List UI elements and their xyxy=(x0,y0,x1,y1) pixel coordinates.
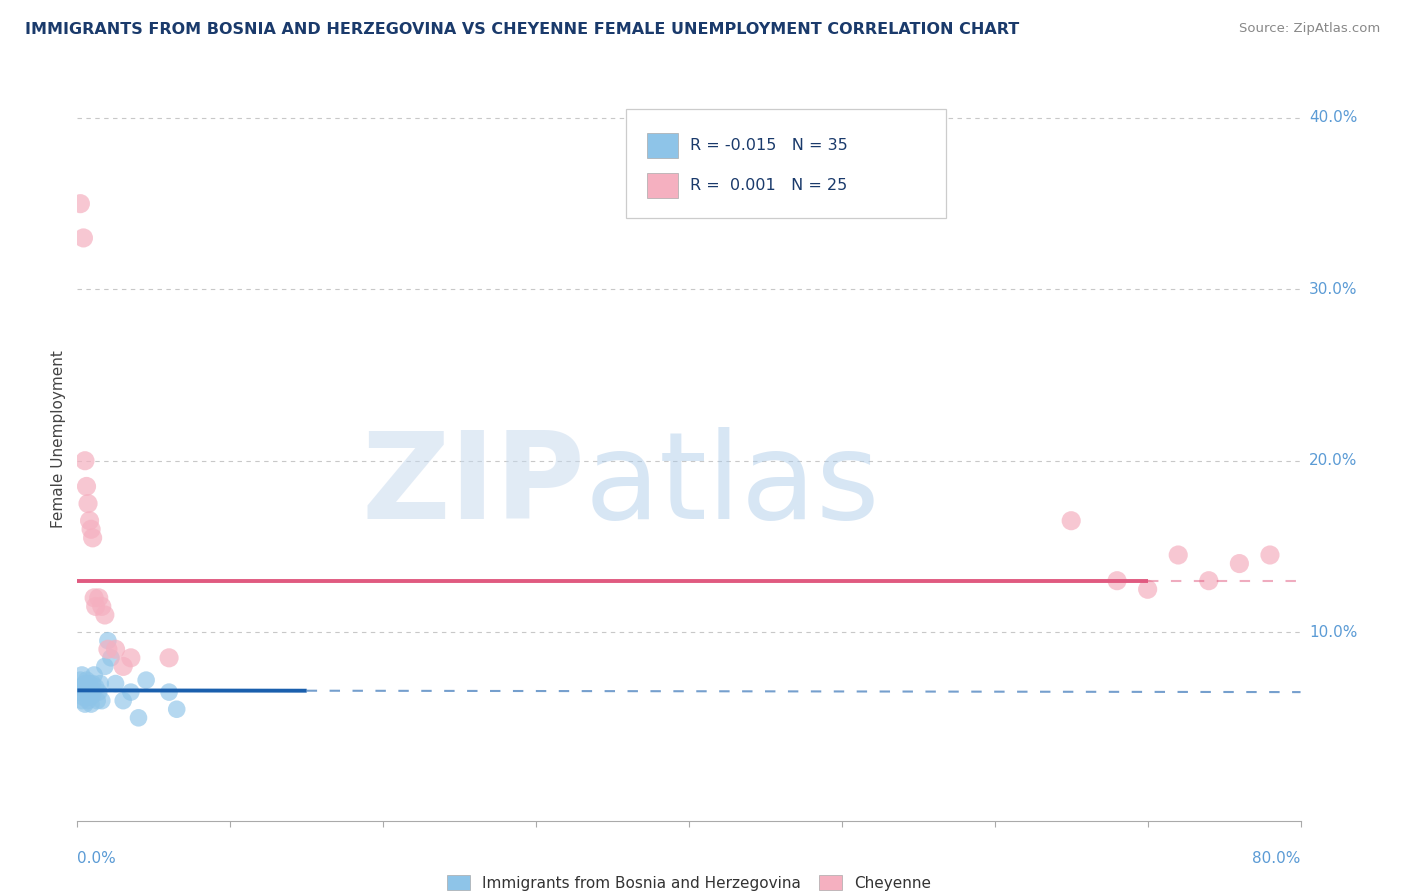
Point xyxy=(120,685,142,699)
Point xyxy=(79,514,101,528)
Point xyxy=(135,673,157,687)
Text: atlas: atlas xyxy=(585,426,880,543)
Point xyxy=(94,659,117,673)
Point xyxy=(157,650,180,665)
Point xyxy=(79,676,101,690)
Text: 10.0%: 10.0% xyxy=(1309,624,1357,640)
Point xyxy=(69,680,91,694)
Point xyxy=(80,522,103,536)
Text: Source: ZipAtlas.com: Source: ZipAtlas.com xyxy=(1240,22,1381,36)
Point xyxy=(72,690,94,705)
Point xyxy=(69,196,91,211)
Point xyxy=(166,702,188,716)
Point xyxy=(82,531,104,545)
Point xyxy=(80,685,103,699)
Point xyxy=(76,479,98,493)
Point xyxy=(73,676,96,690)
Point xyxy=(90,599,112,614)
Point xyxy=(73,697,96,711)
Point xyxy=(73,454,96,468)
Text: R =  0.001   N = 25: R = 0.001 N = 25 xyxy=(690,178,846,193)
Point xyxy=(77,680,100,694)
Point xyxy=(83,591,105,605)
Point xyxy=(76,685,98,699)
Text: ZIP: ZIP xyxy=(361,426,585,543)
Point xyxy=(67,685,90,699)
Point xyxy=(127,711,149,725)
Text: 20.0%: 20.0% xyxy=(1309,453,1357,468)
Point xyxy=(112,694,135,708)
Point xyxy=(87,591,110,605)
Point xyxy=(82,689,104,703)
Point xyxy=(83,668,105,682)
Point xyxy=(1258,548,1281,562)
Point xyxy=(87,685,110,699)
Point xyxy=(97,633,120,648)
Text: 0.0%: 0.0% xyxy=(77,851,117,866)
Text: 30.0%: 30.0% xyxy=(1309,282,1357,297)
Point xyxy=(120,650,142,665)
Point xyxy=(112,659,135,673)
Text: IMMIGRANTS FROM BOSNIA AND HERZEGOVINA VS CHEYENNE FEMALE UNEMPLOYMENT CORRELATI: IMMIGRANTS FROM BOSNIA AND HERZEGOVINA V… xyxy=(25,22,1019,37)
Point xyxy=(70,694,93,708)
Point xyxy=(79,690,101,705)
Y-axis label: Female Unemployment: Female Unemployment xyxy=(51,351,66,528)
Point xyxy=(157,685,180,699)
Point xyxy=(70,668,93,682)
Text: 40.0%: 40.0% xyxy=(1309,111,1357,126)
Point xyxy=(82,676,104,690)
Point xyxy=(76,673,98,687)
Point xyxy=(104,676,127,690)
Point xyxy=(1198,574,1220,588)
Point xyxy=(84,599,107,614)
Point xyxy=(77,497,100,511)
Point xyxy=(80,697,103,711)
Text: 80.0%: 80.0% xyxy=(1253,851,1301,866)
Point xyxy=(89,676,111,690)
Point xyxy=(94,607,117,622)
Point xyxy=(84,680,107,694)
Point xyxy=(1229,557,1251,571)
Text: R = -0.015   N = 35: R = -0.015 N = 35 xyxy=(690,138,848,153)
Point xyxy=(77,694,100,708)
Point xyxy=(1107,574,1129,588)
Point xyxy=(69,673,91,687)
Point xyxy=(86,694,108,708)
Point xyxy=(104,642,127,657)
Point xyxy=(72,680,94,694)
Point xyxy=(1136,582,1159,597)
Point xyxy=(1167,548,1189,562)
Point xyxy=(100,650,122,665)
Legend: Immigrants from Bosnia and Herzegovina, Cheyenne: Immigrants from Bosnia and Herzegovina, … xyxy=(440,869,938,892)
Point xyxy=(97,642,120,657)
Point xyxy=(90,694,112,708)
Point xyxy=(72,231,94,245)
Point xyxy=(1060,514,1083,528)
